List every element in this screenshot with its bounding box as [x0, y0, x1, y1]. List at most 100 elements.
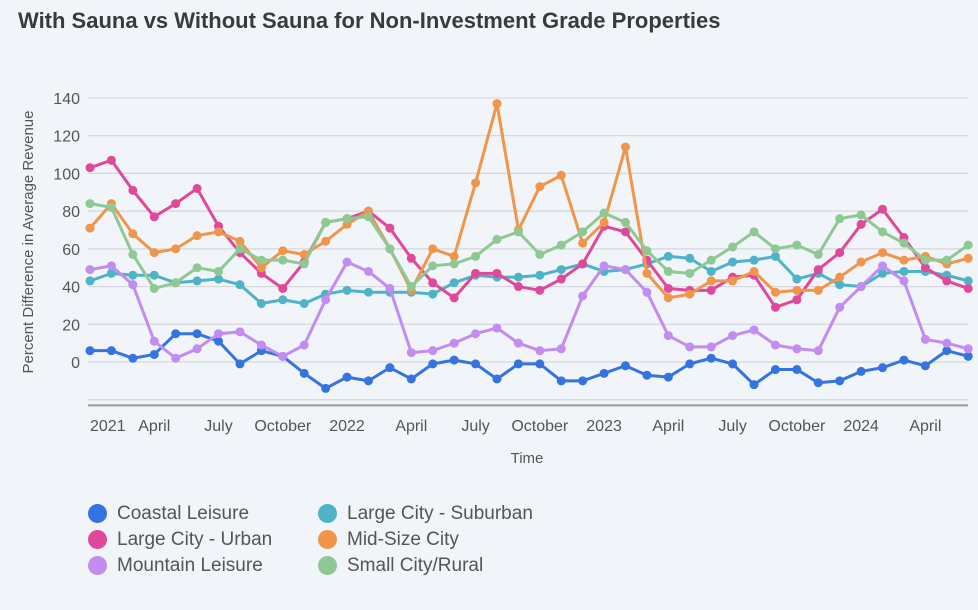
data-point	[663, 283, 673, 293]
series-lines	[85, 99, 973, 393]
data-point	[406, 282, 416, 292]
data-point	[149, 270, 159, 280]
y-tick-label: 140	[53, 91, 80, 108]
data-point	[792, 344, 802, 354]
data-point	[856, 282, 866, 292]
data-point	[899, 238, 909, 248]
data-point	[942, 338, 952, 348]
data-point	[492, 323, 502, 333]
data-point	[535, 270, 545, 280]
x-tick-label: October	[254, 418, 312, 435]
data-point	[171, 353, 181, 363]
data-point	[299, 340, 309, 350]
data-point	[513, 272, 523, 282]
data-point	[513, 359, 523, 369]
data-point	[728, 276, 738, 286]
data-point	[749, 255, 759, 265]
data-point	[899, 355, 909, 365]
data-point	[171, 329, 181, 339]
data-point	[278, 295, 288, 305]
data-point	[471, 359, 481, 369]
data-point	[278, 246, 288, 256]
data-point	[342, 285, 352, 295]
data-point	[942, 346, 952, 356]
data-point	[256, 340, 266, 350]
legend-label: Large City - Suburban	[347, 502, 533, 524]
data-point	[106, 202, 116, 212]
data-point	[706, 285, 716, 295]
y-tick-label: 0	[71, 355, 80, 372]
data-point	[792, 365, 802, 375]
legend-item: Large City - Suburban	[318, 502, 578, 525]
x-tick-label: April	[395, 418, 427, 435]
y-axis-label: Percent Difference in Average Revenue	[20, 111, 37, 374]
x-tick-label: 2024	[843, 418, 879, 435]
data-point	[428, 359, 438, 369]
data-point	[471, 178, 481, 188]
data-point	[706, 353, 716, 363]
data-point	[556, 376, 566, 386]
data-point	[106, 261, 116, 271]
data-point	[492, 268, 502, 278]
data-point	[128, 280, 138, 290]
data-point	[899, 255, 909, 265]
data-point	[321, 383, 331, 393]
data-point	[85, 276, 95, 286]
y-tick-label: 120	[53, 129, 80, 146]
data-point	[171, 278, 181, 288]
x-tick-label: 2023	[586, 418, 622, 435]
data-point	[599, 261, 609, 271]
data-point	[235, 327, 245, 337]
data-point	[556, 274, 566, 284]
data-point	[685, 359, 695, 369]
data-point	[471, 329, 481, 339]
legend-item: Coastal Leisure	[88, 502, 318, 525]
data-point	[835, 248, 845, 258]
data-point	[642, 268, 652, 278]
data-point	[535, 359, 545, 369]
x-tick-label: April	[138, 418, 170, 435]
data-point	[535, 182, 545, 192]
data-point	[299, 259, 309, 269]
data-point	[214, 227, 224, 237]
data-point	[149, 336, 159, 346]
data-point	[813, 346, 823, 356]
data-point	[85, 265, 95, 275]
data-point	[835, 280, 845, 290]
data-point	[171, 199, 181, 209]
data-point	[920, 334, 930, 344]
data-point	[728, 257, 738, 267]
data-point	[813, 265, 823, 275]
data-point	[728, 331, 738, 341]
data-point	[449, 251, 459, 261]
data-point	[256, 255, 266, 265]
data-point	[599, 217, 609, 227]
data-point	[192, 183, 202, 193]
data-point	[149, 283, 159, 293]
legend-marker-icon	[318, 504, 337, 523]
data-point	[856, 210, 866, 220]
data-point	[535, 249, 545, 259]
data-point	[813, 285, 823, 295]
data-point	[728, 359, 738, 369]
data-point	[899, 266, 909, 276]
x-tick-label: April	[909, 418, 941, 435]
data-point	[214, 336, 224, 346]
data-point	[278, 351, 288, 361]
data-point	[663, 372, 673, 382]
data-point	[363, 287, 373, 297]
data-point	[663, 266, 673, 276]
x-tick-label: July	[204, 418, 232, 435]
data-point	[599, 368, 609, 378]
data-point	[85, 346, 95, 356]
data-point	[449, 259, 459, 269]
x-tick-label: July	[461, 418, 489, 435]
data-point	[85, 223, 95, 233]
data-point	[963, 253, 973, 263]
data-point	[428, 346, 438, 356]
data-point	[621, 227, 630, 237]
data-point	[406, 374, 416, 384]
data-point	[920, 361, 930, 371]
x-tick-label: July	[718, 418, 746, 435]
